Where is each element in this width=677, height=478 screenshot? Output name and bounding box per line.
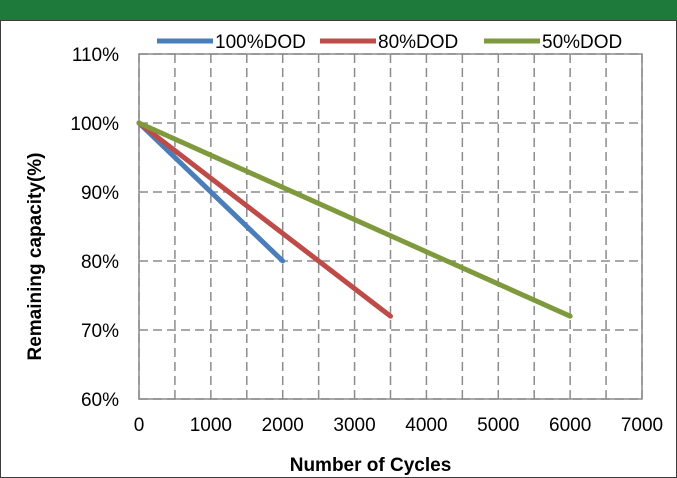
- x-tick-label: 1000: [190, 415, 232, 436]
- series-line-50-dod: [136, 120, 573, 319]
- legend-label: 50%DOD: [542, 32, 622, 53]
- x-tick-label: 2000: [262, 415, 304, 436]
- header-bar: [0, 0, 677, 20]
- series-line-80-dod: [136, 120, 393, 319]
- y-tick-label: 110%: [72, 45, 119, 66]
- y-tick-label: 100%: [70, 114, 119, 135]
- legend-label: 100%DOD: [215, 32, 306, 53]
- legend: 100%DOD 80%DOD 50%DOD: [157, 32, 622, 53]
- y-tick-label: 90%: [81, 183, 119, 204]
- y-tick-label: 60%: [81, 390, 119, 411]
- y-axis-title: Remaining capacity(%): [25, 153, 46, 361]
- x-tick-label: 7000: [621, 415, 663, 436]
- x-tick-label: 3000: [333, 415, 375, 436]
- chart-area: 60% 70% 80% 90% 100% 110% 0 1000 2000 3000 4000 50…: [0, 20, 677, 478]
- line-chart: 60% 70% 80% 90% 100% 110% 0 1000 2000 3000 4000 50…: [25, 32, 663, 476]
- y-tick-label: 80%: [81, 252, 119, 273]
- x-tick-label: 4000: [405, 415, 447, 436]
- x-axis-title: Number of Cycles: [290, 455, 452, 476]
- series-lines: [136, 120, 573, 319]
- x-tick-labels: 0 1000 2000 3000 4000 5000 6000 7000: [134, 415, 663, 436]
- series-line-100-dod: [136, 120, 286, 264]
- legend-label: 80%DOD: [378, 32, 458, 53]
- x-tick-label: 6000: [549, 415, 591, 436]
- y-tick-labels: 60% 70% 80% 90% 100% 110%: [70, 45, 119, 411]
- grid: [138, 53, 643, 400]
- x-tick-label: 5000: [477, 415, 519, 436]
- y-tick-label: 70%: [81, 321, 119, 342]
- plot-border: [138, 53, 643, 400]
- x-tick-label: 0: [134, 415, 145, 436]
